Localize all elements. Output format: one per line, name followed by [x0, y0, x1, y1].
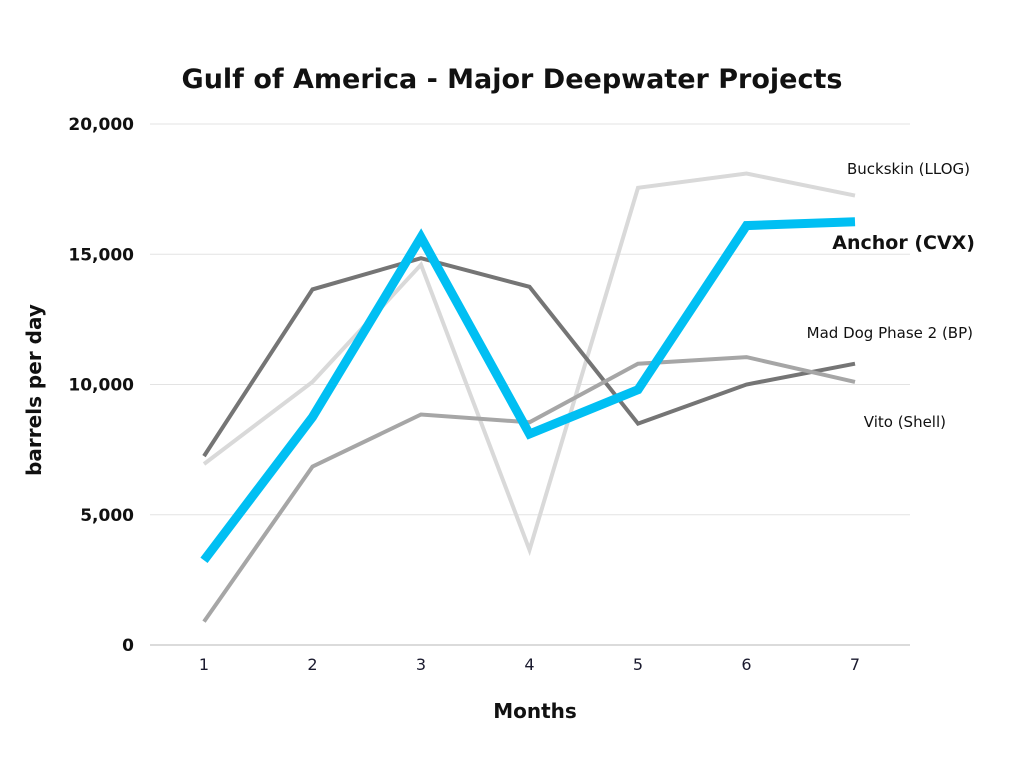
series-label-buckskin-llog: Buckskin (LLOG): [847, 160, 970, 178]
y-axis-label: barrels per day: [22, 304, 46, 476]
x-tick-label: 5: [633, 655, 643, 674]
x-tick-label: 4: [524, 655, 534, 674]
series-line-vito-shell: [202, 355, 856, 623]
series-label-mad-dog-phase-2-bp: Mad Dog Phase 2 (BP): [807, 324, 973, 342]
y-tick-label: 10,000: [68, 376, 134, 396]
y-tick-label: 0: [122, 636, 134, 656]
y-tick-label: 5,000: [80, 506, 134, 526]
series-label-vito-shell: Vito (Shell): [864, 413, 946, 431]
y-tick-label: 15,000: [68, 245, 134, 265]
gridlines: [150, 123, 910, 646]
series-labels: Buckskin (LLOG) Mad Dog Phase 2 (BP) Vito …: [807, 160, 975, 431]
x-tick-label: 1: [199, 655, 209, 674]
y-axis-ticks: 0 5,000 10,000 15,000 20,000: [68, 115, 134, 656]
series-line-buckskin-llog: [202, 171, 856, 557]
chart-title: Gulf of America - Major Deepwater Projec…: [182, 64, 843, 95]
x-axis-ticks: 1 2 3 4 5 6 7: [199, 655, 860, 674]
series-lines: [200, 171, 856, 623]
x-tick-label: 6: [741, 655, 751, 674]
x-tick-label: 3: [416, 655, 426, 674]
y-tick-label: 20,000: [68, 115, 134, 135]
x-tick-label: 7: [850, 655, 860, 674]
x-tick-label: 2: [307, 655, 317, 674]
series-label-anchor-cvx: Anchor (CVX): [832, 232, 975, 254]
x-axis-label: Months: [493, 699, 577, 723]
